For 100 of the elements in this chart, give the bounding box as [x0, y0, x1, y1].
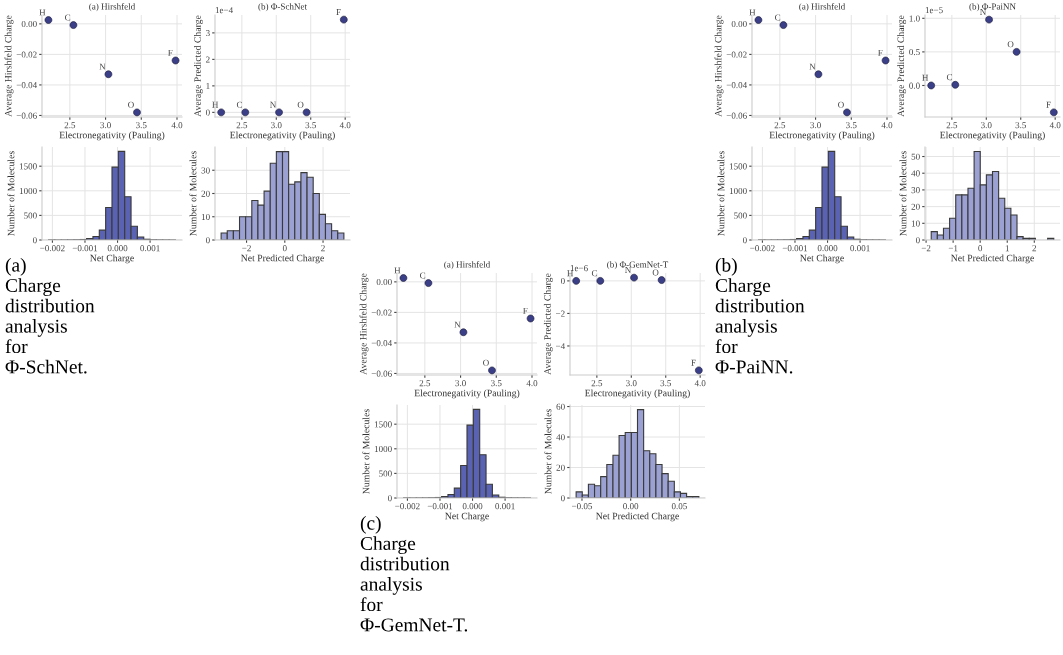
- y-tick-label: 500: [734, 212, 747, 219]
- y-tick-label: −0.04: [16, 82, 37, 89]
- y-tick-label: 10: [201, 213, 210, 220]
- x-axis-title: Net Charge: [90, 254, 134, 264]
- x-axis-title: Net Predicted Charge: [241, 254, 324, 264]
- x-tick-label: 3.0: [626, 380, 637, 387]
- y-tick-label: −0.04: [371, 340, 392, 347]
- x-axis-title: Net Charge: [800, 254, 844, 264]
- x-tick-label: 2: [321, 245, 325, 252]
- x-tick-label: 0.000: [462, 503, 483, 510]
- y-tick-label: 0.00: [21, 20, 37, 28]
- annotation: C: [775, 14, 781, 21]
- y-axis-title: Number of Molecules: [544, 409, 552, 494]
- annotation: H: [567, 270, 574, 277]
- x-axis-title: Electronegativity (Pauling): [414, 389, 520, 399]
- y-tick-label: −0.06: [726, 112, 747, 119]
- x-axis-title: Electronegativity (Pauling): [59, 131, 165, 141]
- x-tick-label: −0.001: [782, 245, 808, 252]
- annotation: O: [128, 101, 134, 108]
- annotation: N: [454, 321, 461, 328]
- x-tick-label: 0.05: [671, 503, 687, 510]
- y-tick-label: 1000: [729, 187, 747, 195]
- x-tick-label: −2: [242, 245, 251, 252]
- y-tick-label: 1500: [729, 163, 747, 170]
- x-tick-label: 2.5: [236, 122, 248, 129]
- x-tick-label: 1: [1005, 245, 1009, 252]
- annotation: H: [212, 101, 219, 108]
- annotation: O: [483, 359, 489, 366]
- annotation: N: [625, 267, 632, 273]
- y-tick-label: 500: [24, 212, 37, 219]
- annotation: O: [652, 269, 659, 276]
- y-tick-label: 40: [911, 170, 920, 177]
- y-tick-label: 60: [556, 403, 565, 410]
- y-tick-label: −2: [555, 310, 565, 317]
- text: 1e−5: [925, 7, 943, 14]
- x-tick-label: 0: [282, 245, 287, 252]
- annotation: H: [39, 9, 46, 16]
- chart-title: (b) Φ-SchNet: [258, 3, 307, 12]
- x-tick-label: 3.0: [455, 380, 466, 387]
- y-tick-label: 20: [911, 203, 920, 210]
- x-tick-label: 3.5: [660, 380, 672, 387]
- annotation: C: [591, 270, 598, 277]
- chart-title: (a) Hirshfeld: [799, 3, 846, 12]
- annotation: H: [394, 267, 401, 274]
- y-tick-label: −0.02: [16, 51, 37, 58]
- x-tick-label: −0.001: [72, 245, 98, 252]
- y-tick-label: 0: [205, 237, 210, 244]
- x-tick-label: 2.5: [774, 122, 786, 129]
- x-tick-label: 4.0: [1049, 122, 1061, 129]
- x-tick-label: 3.0: [981, 122, 992, 129]
- y-tick-label: −0.04: [726, 82, 747, 89]
- x-tick-label: 4.0: [881, 122, 893, 129]
- y-tick-label: 0: [560, 495, 565, 502]
- x-tick-label: −0.002: [40, 245, 65, 252]
- x-tick-label: −0.05: [571, 503, 593, 510]
- y-tick-label: 1000: [19, 187, 37, 195]
- annotation: C: [420, 272, 426, 279]
- x-axis-title: Electronegativity (Pauling): [769, 131, 875, 141]
- chart-title: (a) Hirshfeld: [89, 3, 136, 12]
- annotation: F: [878, 49, 883, 56]
- y-tick-label: 3: [206, 30, 210, 37]
- annotation: C: [65, 14, 71, 21]
- annotation: F: [523, 307, 528, 314]
- text: 1e−4: [215, 7, 233, 14]
- annotation: O: [297, 101, 304, 108]
- y-tick-label: −0.06: [371, 370, 392, 377]
- annotation: F: [168, 49, 173, 56]
- x-axis-title: Electronegativity (Pauling): [585, 389, 690, 399]
- y-tick-label: 1000: [374, 445, 392, 453]
- x-tick-label: 2: [1032, 245, 1037, 252]
- y-tick-label: 1500: [374, 421, 392, 428]
- annotation: O: [838, 101, 844, 108]
- x-tick-label: 0.00: [623, 503, 639, 510]
- y-tick-label: 0: [742, 237, 747, 244]
- x-axis-title: Net Predicted Charge: [596, 512, 679, 522]
- x-tick-label: 2.5: [419, 380, 431, 387]
- y-tick-label: 1.0: [909, 15, 920, 22]
- x-tick-label: 2.5: [64, 122, 76, 129]
- y-axis-title: Number of Molecules: [717, 151, 725, 236]
- x-tick-label: −2: [921, 245, 931, 252]
- x-tick-label: 3.0: [100, 122, 111, 129]
- y-tick-label: −0.02: [726, 51, 747, 58]
- annotation: H: [922, 74, 929, 81]
- y-tick-label: 30: [911, 187, 920, 194]
- annotation: H: [749, 9, 756, 16]
- y-tick-label: 50: [911, 153, 920, 160]
- y-tick-label: 0.5: [909, 49, 920, 56]
- y-tick-label: −0.02: [371, 309, 392, 316]
- y-tick-label: 0: [387, 495, 392, 502]
- x-tick-label: −0.002: [395, 503, 420, 510]
- y-tick-label: 0.00: [731, 20, 747, 28]
- annotation: C: [946, 74, 953, 81]
- x-tick-label: 3.5: [846, 122, 857, 129]
- y-axis-title: Number of Molecules: [7, 151, 15, 236]
- x-tick-label: 0.000: [817, 245, 838, 252]
- x-tick-label: 2.5: [591, 380, 603, 387]
- x-tick-label: −0.002: [750, 245, 775, 252]
- chart-title: (a) Hirshfeld: [444, 261, 491, 270]
- annotation: N: [809, 63, 816, 70]
- y-tick-label: −0.06: [16, 112, 37, 119]
